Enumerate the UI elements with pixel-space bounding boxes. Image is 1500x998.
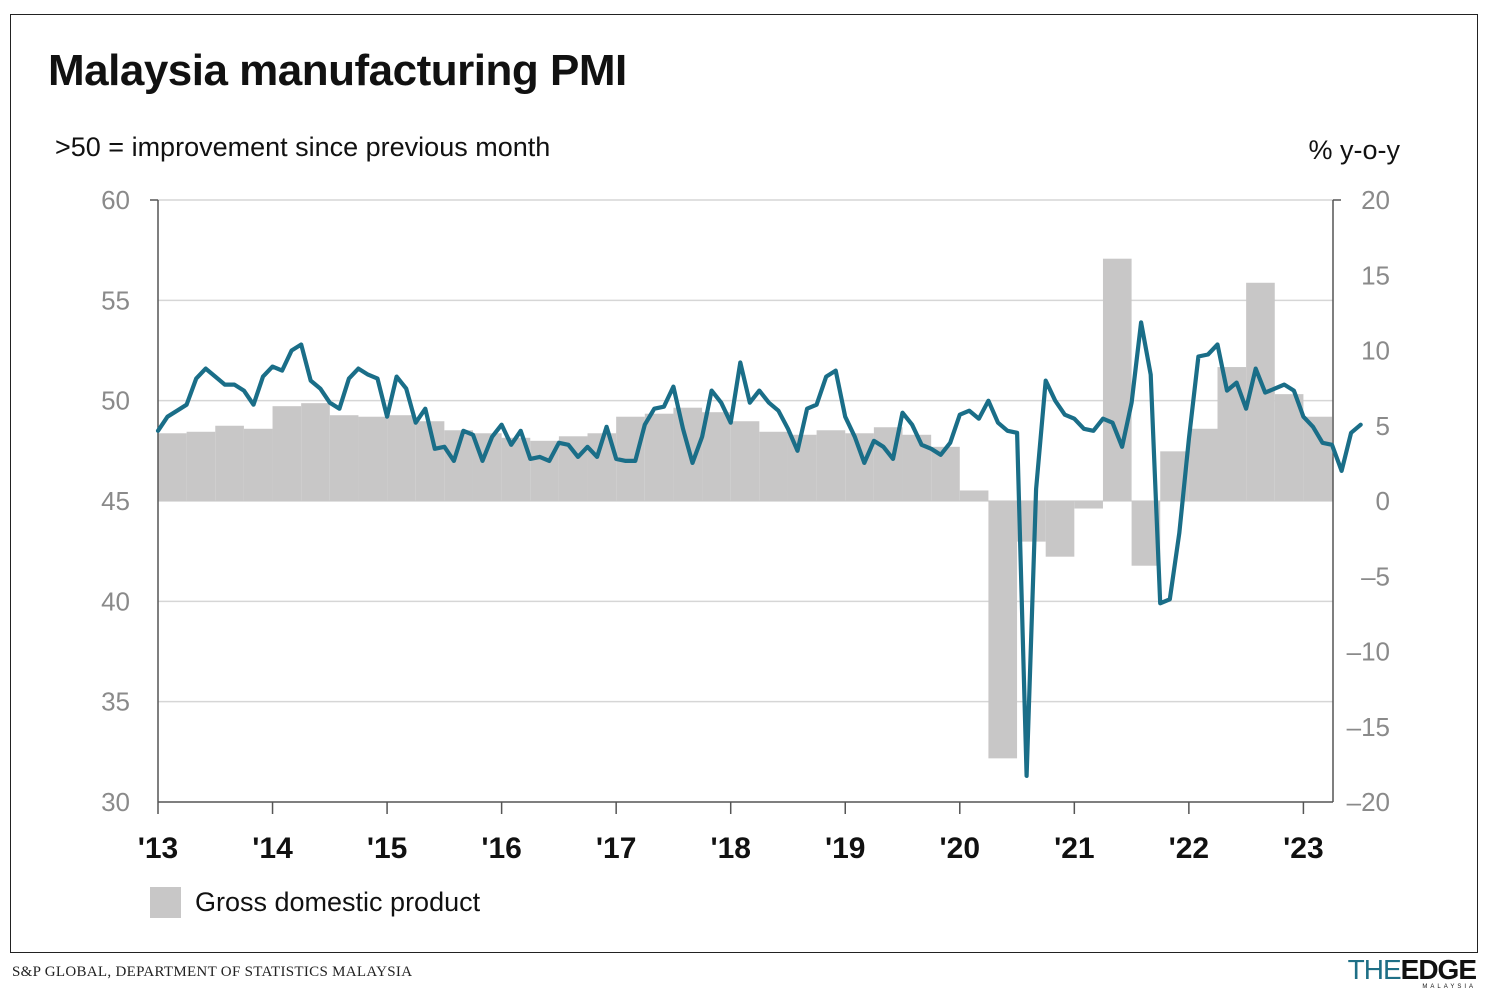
the-edge-logo: THEEDGE MALAYSIA: [1347, 954, 1477, 991]
legend-label-gdp: Gross domestic product: [195, 886, 481, 917]
gdp-bar: [845, 433, 874, 501]
logo-the: THE: [1347, 954, 1402, 985]
right-tick-label: –5: [1361, 561, 1390, 591]
legend-swatch-gdp: [150, 886, 181, 918]
gdp-bar: [1102, 258, 1132, 501]
right-tick-label: 15: [1361, 260, 1390, 290]
gdp-bar: [358, 416, 388, 501]
gdp-bar: [702, 412, 731, 501]
gdp-bar: [387, 415, 416, 501]
gdp-bar: [272, 406, 302, 501]
gdp-bar: [1303, 416, 1333, 501]
gdp-bar: [301, 403, 330, 501]
gdp-bar: [1274, 394, 1304, 501]
left-tick-label: 30: [101, 787, 130, 817]
gdp-bar: [988, 501, 1018, 759]
gdp-bars: [158, 258, 1333, 759]
x-tick-label: '23: [1283, 832, 1324, 865]
right-tick-label: 0: [1376, 486, 1390, 516]
gdp-bar: [186, 431, 216, 501]
gdp-bar: [1074, 501, 1103, 509]
chart-title: Malaysia manufacturing PMI: [48, 46, 627, 95]
x-tick-label: '20: [940, 832, 981, 865]
gdp-bar: [558, 436, 588, 501]
x-tick-label: '16: [481, 832, 522, 865]
x-tick-label: '21: [1054, 832, 1095, 865]
gdp-bar: [787, 434, 817, 501]
left-tick-label: 50: [101, 386, 130, 416]
gdp-bar: [759, 431, 788, 501]
left-axis-note: >50 = improvement since previous month: [55, 132, 551, 162]
pmi-line-layer: [155, 320, 1363, 779]
gdp-bar: [730, 421, 760, 501]
gdp-bar: [1188, 428, 1218, 501]
axes: [150, 199, 1341, 814]
gdp-bar: [215, 425, 244, 501]
left-tick-label: 35: [101, 687, 130, 717]
right-tick-label: 5: [1376, 411, 1390, 441]
x-tick-label: '19: [825, 832, 866, 865]
gdp-bar: [644, 413, 674, 501]
right-tick-label: –20: [1347, 787, 1390, 817]
left-tick-label: 40: [101, 586, 130, 616]
chart-frame: [10, 14, 1478, 953]
right-tick-label: 10: [1361, 336, 1390, 366]
x-tick-label: '22: [1169, 832, 1210, 865]
legend: Gross domestic product: [150, 886, 480, 918]
gdp-bar: [329, 415, 359, 501]
x-tick-label: '18: [710, 832, 751, 865]
x-tick-label: '15: [367, 832, 408, 865]
gdp-bar: [158, 433, 187, 501]
logo-edge: EDGE: [1400, 954, 1477, 985]
gdp-bar: [1217, 367, 1247, 501]
right-tick-label: –15: [1347, 712, 1390, 742]
left-tick-label: 60: [101, 185, 130, 215]
x-tick-label: '17: [596, 832, 637, 865]
right-tick-label: 20: [1361, 185, 1390, 215]
right-axis-unit: % y-o-y: [1308, 135, 1400, 165]
pmi-line: [155, 320, 1363, 779]
left-tick-label: 55: [101, 285, 130, 315]
left-tick-label: 45: [101, 486, 130, 516]
gdp-bar: [816, 430, 846, 501]
x-tick-label: '13: [138, 832, 179, 865]
gdp-bar: [1045, 501, 1075, 557]
gdp-bar: [931, 446, 960, 501]
right-tick-label: –10: [1347, 637, 1390, 667]
gdp-bar: [902, 434, 932, 501]
source-note: S&P GLOBAL, DEPARTMENT OF STATISTICS MAL…: [12, 964, 413, 980]
logo-sub: MALAYSIA: [1422, 984, 1476, 990]
x-tick-label: '14: [252, 832, 293, 865]
gdp-bar: [243, 428, 273, 501]
gdp-bar: [959, 490, 989, 501]
